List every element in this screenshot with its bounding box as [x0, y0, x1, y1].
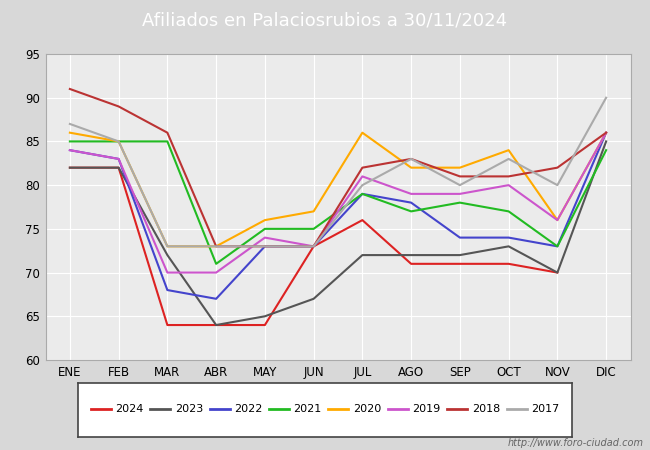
Text: http://www.foro-ciudad.com: http://www.foro-ciudad.com — [508, 438, 644, 448]
Text: Afiliados en Palaciosrubios a 30/11/2024: Afiliados en Palaciosrubios a 30/11/2024 — [142, 11, 508, 29]
Legend: 2024, 2023, 2022, 2021, 2020, 2019, 2018, 2017: 2024, 2023, 2022, 2021, 2020, 2019, 2018… — [88, 402, 562, 417]
